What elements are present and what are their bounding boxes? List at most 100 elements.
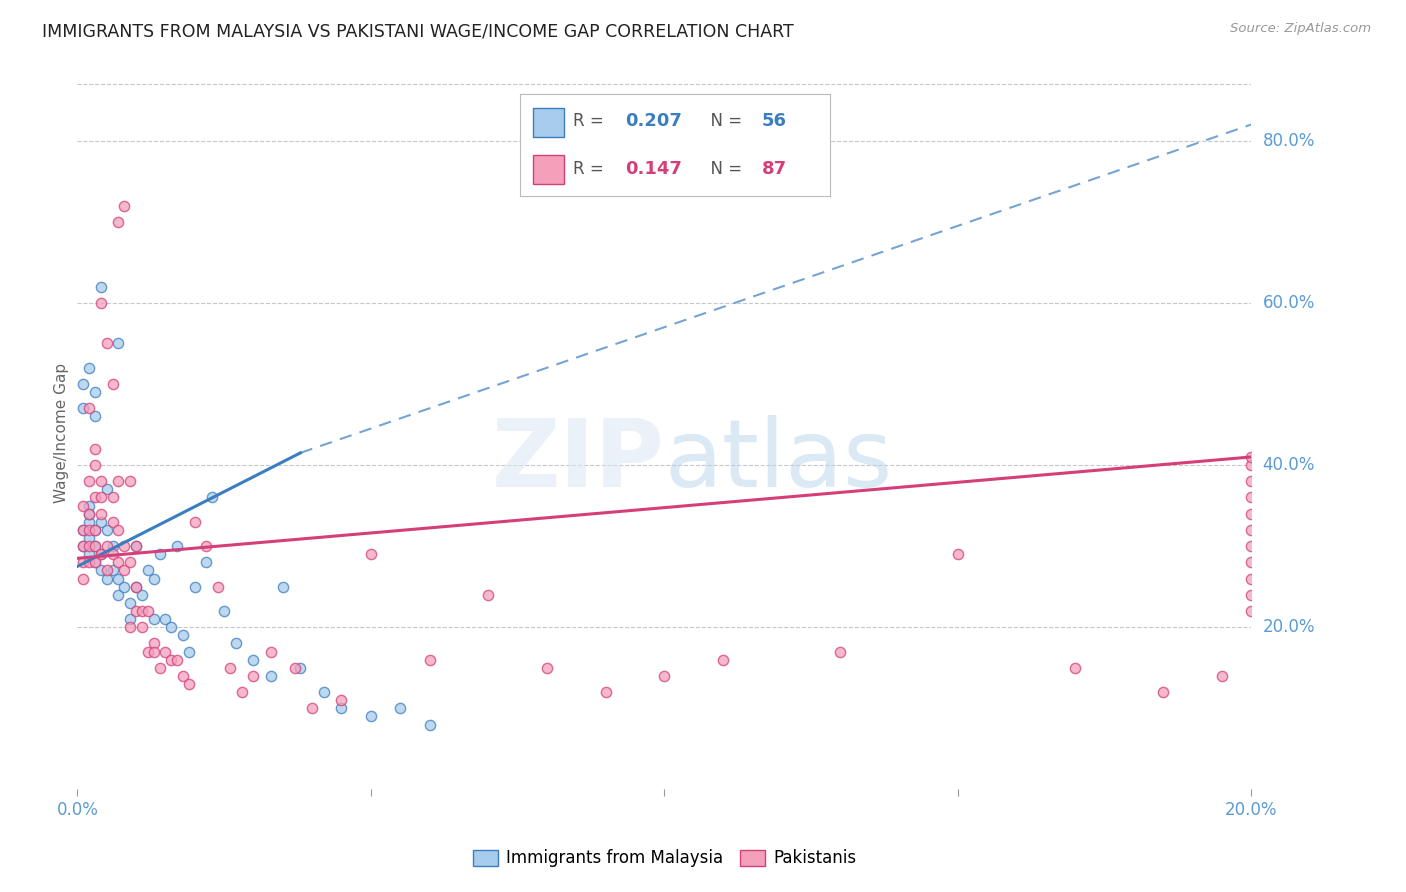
Text: 40.0%: 40.0% bbox=[1263, 456, 1315, 474]
Point bbox=[96, 539, 118, 553]
Text: 87: 87 bbox=[762, 160, 786, 178]
Point bbox=[77, 531, 100, 545]
Point bbox=[101, 515, 124, 529]
Point bbox=[177, 677, 200, 691]
Point bbox=[290, 661, 312, 675]
Point bbox=[72, 523, 94, 537]
Text: R =: R = bbox=[572, 112, 609, 130]
Point bbox=[84, 539, 107, 553]
Point bbox=[131, 588, 153, 602]
Point bbox=[330, 693, 353, 707]
Text: N =: N = bbox=[700, 160, 747, 178]
Point bbox=[536, 661, 558, 675]
Point bbox=[1152, 685, 1174, 699]
Point bbox=[201, 491, 224, 505]
Point bbox=[136, 564, 159, 578]
Point bbox=[84, 385, 107, 400]
Point bbox=[72, 499, 94, 513]
Text: 0.207: 0.207 bbox=[626, 112, 682, 130]
Point bbox=[107, 215, 129, 229]
Point bbox=[283, 661, 305, 675]
Point bbox=[595, 685, 617, 699]
Point bbox=[1240, 507, 1263, 521]
Point bbox=[112, 580, 135, 594]
Point bbox=[72, 539, 94, 553]
Point bbox=[101, 547, 124, 561]
Text: IMMIGRANTS FROM MALAYSIA VS PAKISTANI WAGE/INCOME GAP CORRELATION CHART: IMMIGRANTS FROM MALAYSIA VS PAKISTANI WA… bbox=[42, 22, 794, 40]
Point bbox=[136, 644, 159, 658]
Point bbox=[84, 523, 107, 537]
Point bbox=[652, 669, 676, 683]
Point bbox=[125, 580, 148, 594]
Legend: Immigrants from Malaysia, Pakistanis: Immigrants from Malaysia, Pakistanis bbox=[465, 843, 863, 874]
Text: atlas: atlas bbox=[665, 415, 893, 508]
Text: ZIP: ZIP bbox=[492, 415, 665, 508]
Text: 80.0%: 80.0% bbox=[1263, 132, 1315, 150]
Point bbox=[125, 580, 148, 594]
Text: 60.0%: 60.0% bbox=[1263, 293, 1315, 312]
Point bbox=[120, 475, 142, 489]
Text: N =: N = bbox=[700, 112, 747, 130]
Point bbox=[84, 442, 107, 456]
Point bbox=[112, 539, 135, 553]
Point bbox=[77, 547, 100, 561]
Point bbox=[84, 491, 107, 505]
Text: 20.0%: 20.0% bbox=[1263, 618, 1315, 636]
Point bbox=[172, 628, 194, 642]
Point bbox=[77, 507, 100, 521]
Point bbox=[120, 555, 142, 569]
Point bbox=[330, 701, 353, 715]
Point bbox=[90, 296, 112, 310]
Point bbox=[360, 709, 382, 723]
Point bbox=[77, 499, 100, 513]
Point bbox=[1240, 588, 1263, 602]
Point bbox=[166, 653, 188, 667]
Point bbox=[131, 604, 153, 618]
Point bbox=[101, 539, 124, 553]
Point bbox=[125, 539, 148, 553]
Point bbox=[77, 555, 100, 569]
Point bbox=[1064, 661, 1087, 675]
Point bbox=[212, 604, 235, 618]
FancyBboxPatch shape bbox=[533, 155, 564, 184]
Point bbox=[120, 612, 142, 626]
FancyBboxPatch shape bbox=[533, 108, 564, 136]
Point bbox=[183, 515, 207, 529]
Point bbox=[183, 580, 207, 594]
Point bbox=[207, 580, 229, 594]
Point bbox=[96, 523, 118, 537]
Point bbox=[101, 376, 124, 391]
Point bbox=[72, 523, 94, 537]
Point bbox=[360, 547, 382, 561]
Point bbox=[1240, 450, 1263, 464]
Point bbox=[107, 336, 129, 351]
Point bbox=[112, 564, 135, 578]
Point bbox=[107, 572, 129, 586]
Point bbox=[84, 555, 107, 569]
Point bbox=[142, 644, 165, 658]
Point bbox=[77, 539, 100, 553]
Point bbox=[90, 564, 112, 578]
Point bbox=[131, 620, 153, 634]
Point bbox=[77, 475, 100, 489]
Point bbox=[1240, 523, 1263, 537]
Text: 56: 56 bbox=[762, 112, 786, 130]
Point bbox=[195, 539, 218, 553]
Point bbox=[1240, 458, 1263, 472]
Point bbox=[160, 653, 183, 667]
Point bbox=[1211, 669, 1233, 683]
Point bbox=[477, 588, 499, 602]
Point bbox=[155, 644, 177, 658]
Text: 0.147: 0.147 bbox=[626, 160, 682, 178]
Point bbox=[312, 685, 335, 699]
Point bbox=[72, 539, 94, 553]
Point bbox=[101, 491, 124, 505]
Point bbox=[96, 572, 118, 586]
Point bbox=[84, 539, 107, 553]
Point bbox=[90, 547, 112, 561]
Point bbox=[84, 409, 107, 424]
Point bbox=[77, 401, 100, 416]
Point bbox=[1240, 572, 1263, 586]
Text: Source: ZipAtlas.com: Source: ZipAtlas.com bbox=[1230, 22, 1371, 36]
Point bbox=[90, 279, 112, 293]
